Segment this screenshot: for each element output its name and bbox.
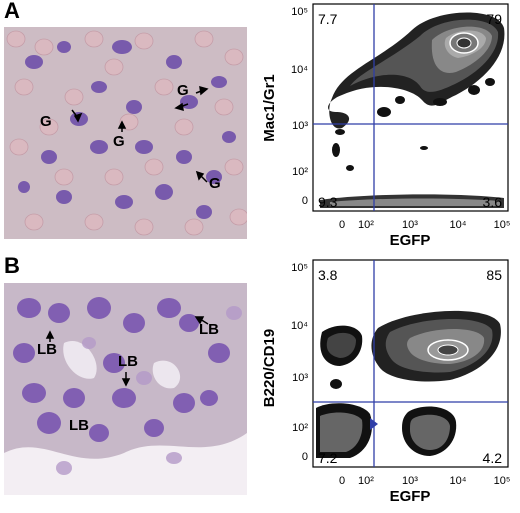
plot-a-quadrant-lr: 3.6 — [483, 194, 503, 210]
plot-a-quadrant-ll: 9.3 — [318, 194, 338, 210]
micro-b-label-4: LB — [69, 417, 89, 434]
micro-a-label-1: G — [40, 113, 52, 130]
plot-a-ytick-4: 0 — [302, 195, 308, 207]
plot-a-xtick-2: 10³ — [402, 219, 418, 231]
plot-a-quadrant-ul: 7.7 — [318, 11, 338, 27]
micrograph-b-image — [4, 283, 247, 495]
micro-a-label-2: G — [113, 133, 125, 150]
plot-b-density — [316, 310, 501, 458]
plot-a-xtick-3: 10⁴ — [450, 219, 467, 231]
plot-b-ytick-2: 10³ — [292, 372, 308, 384]
plot-b-xtick-3: 10⁴ — [450, 475, 467, 487]
panel-letter-b: B — [4, 253, 20, 278]
plot-a-ytick-2: 10³ — [292, 120, 308, 132]
micro-a-arrows — [71, 85, 209, 183]
plot-b-quadrant-ll: 7.2 — [318, 450, 338, 466]
micro-b-arrows — [45, 316, 209, 387]
plot-b-xtick-4: 10⁵ — [494, 475, 511, 487]
plot-b-ytick-0: 10⁵ — [291, 262, 308, 274]
plot-b-xtick-0: 0 — [339, 475, 345, 487]
flow-plot-b: 3.8 85 7.2 4.2 10⁵ 10⁴ 10³ 10² 0 0 10² 1… — [261, 259, 511, 505]
plot-b-ytick-4: 0 — [302, 451, 308, 463]
plot-b-xtick-2: 10³ — [402, 475, 418, 487]
micrograph-lymphoblasts — [4, 283, 247, 495]
plot-b-quadrant-ur: 85 — [486, 267, 502, 283]
plot-a-xlabel: EGFP — [390, 232, 431, 249]
plot-a-quadrant-ur: 79 — [486, 11, 502, 27]
plot-a-ytick-3: 10² — [292, 166, 308, 178]
micro-b-label-2: LB — [118, 353, 138, 370]
micro-b-label-3: LB — [199, 321, 219, 338]
plot-b-xlabel: EGFP — [390, 488, 431, 505]
micrograph-granulocytes — [4, 27, 247, 239]
plot-b-xtick-1: 10² — [358, 475, 374, 487]
plot-b-quadrant-lr: 4.2 — [483, 450, 503, 466]
plot-a-ytick-1: 10⁴ — [291, 64, 308, 76]
micrograph-a-image — [4, 27, 247, 239]
plot-b-ytick-3: 10² — [292, 422, 308, 434]
micro-b-label-1: LB — [37, 341, 57, 358]
panel-letter-a: A — [4, 0, 20, 23]
plot-b-ylabel: B220/CD19 — [261, 329, 278, 407]
micro-a-label-3: G — [177, 82, 189, 99]
plot-a-xtick-1: 10² — [358, 219, 374, 231]
plot-a-xtick-0: 0 — [339, 219, 345, 231]
plot-b-quadrant-ul: 3.8 — [318, 267, 338, 283]
micro-a-label-4: G — [209, 175, 221, 192]
plot-a-ytick-0: 10⁵ — [291, 6, 308, 18]
plot-b-ytick-1: 10⁴ — [291, 320, 308, 332]
plot-a-ylabel: Mac1/Gr1 — [261, 74, 278, 142]
flow-plot-a: 7.7 79 9.3 3.6 10⁵ 10⁴ 10³ 10² 0 0 10² 1… — [261, 3, 511, 249]
plot-a-density — [320, 12, 505, 208]
plot-a-xtick-4: 10⁵ — [494, 219, 511, 231]
